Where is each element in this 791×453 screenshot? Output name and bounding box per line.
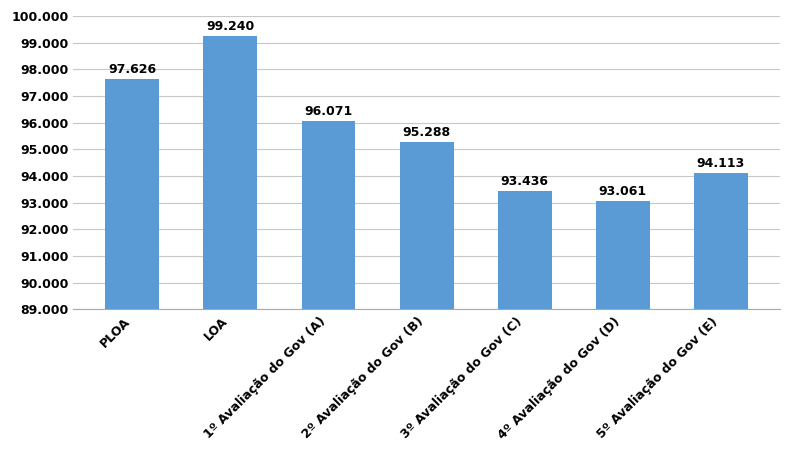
Bar [596,201,649,309]
Text: 95.288: 95.288 [403,125,451,139]
Bar [498,191,551,309]
Text: 93.061: 93.061 [599,185,647,198]
Bar [301,121,355,309]
Bar [694,173,747,309]
Bar [399,142,453,309]
Text: 97.626: 97.626 [108,63,157,76]
Bar [203,36,257,309]
Text: 94.113: 94.113 [697,157,745,170]
Bar [105,79,159,309]
Text: 96.071: 96.071 [305,105,353,118]
Text: 99.240: 99.240 [206,20,255,33]
Text: 93.436: 93.436 [501,175,549,188]
